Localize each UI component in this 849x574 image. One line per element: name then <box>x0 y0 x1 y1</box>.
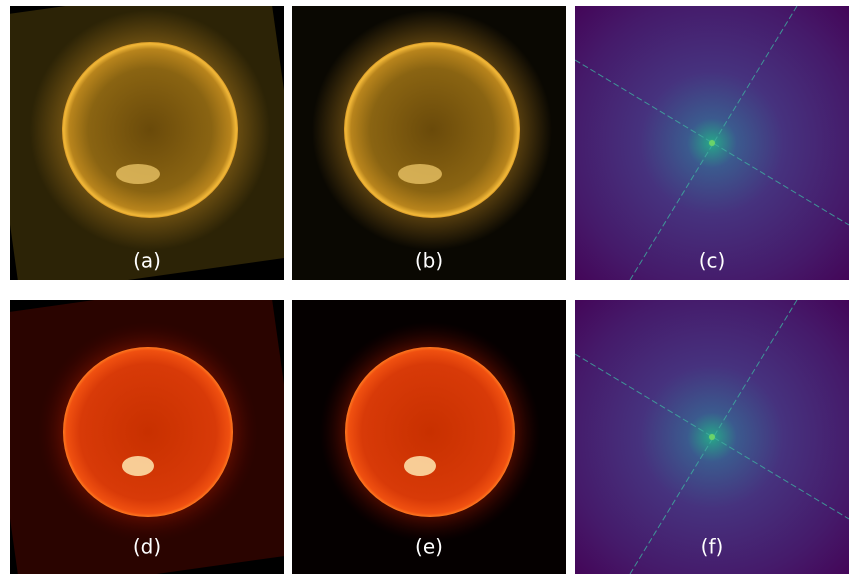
panel-a: (a) <box>0 0 307 295</box>
figure: (a) (b) (c) (d) (e) (f) <box>0 0 849 574</box>
active-region <box>116 164 160 184</box>
sun-disk <box>344 42 520 218</box>
panel-label: (a) <box>133 249 161 273</box>
sun-disk <box>63 347 233 517</box>
panel-b: (b) <box>292 6 566 280</box>
center-peak <box>709 434 715 440</box>
active-region <box>398 164 442 184</box>
sun-disk <box>345 347 515 517</box>
panel-label: (b) <box>415 249 443 273</box>
panel-e: (e) <box>292 300 566 574</box>
panel-f: (f) <box>575 300 849 574</box>
panel-label: (c) <box>699 249 726 273</box>
active-region <box>404 456 436 476</box>
panel-c: (c) <box>575 6 849 280</box>
panel-d: (d) <box>0 275 308 574</box>
sun-disk <box>62 42 238 218</box>
active-region <box>122 456 154 476</box>
panel-label: (d) <box>133 535 161 559</box>
panel-label: (f) <box>701 535 724 559</box>
center-peak <box>709 140 715 146</box>
page: (a) (b) (c) (d) (e) (f) <box>0 0 849 574</box>
panel-label: (e) <box>415 535 443 559</box>
